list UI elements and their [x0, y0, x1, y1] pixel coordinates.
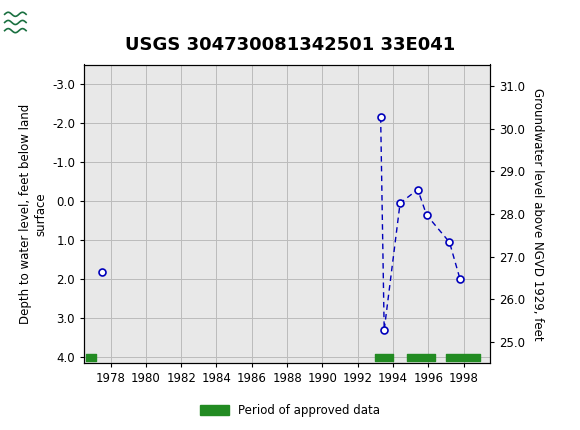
Legend: Period of approved data: Period of approved data: [195, 399, 385, 422]
Text: USGS 304730081342501 33E041: USGS 304730081342501 33E041: [125, 36, 455, 54]
Y-axis label: Depth to water level, feet below land
surface: Depth to water level, feet below land su…: [19, 104, 48, 324]
Text: USGS: USGS: [28, 12, 83, 29]
Y-axis label: Groundwater level above NGVD 1929, feet: Groundwater level above NGVD 1929, feet: [531, 88, 544, 340]
Bar: [3, 3, 52, 37]
